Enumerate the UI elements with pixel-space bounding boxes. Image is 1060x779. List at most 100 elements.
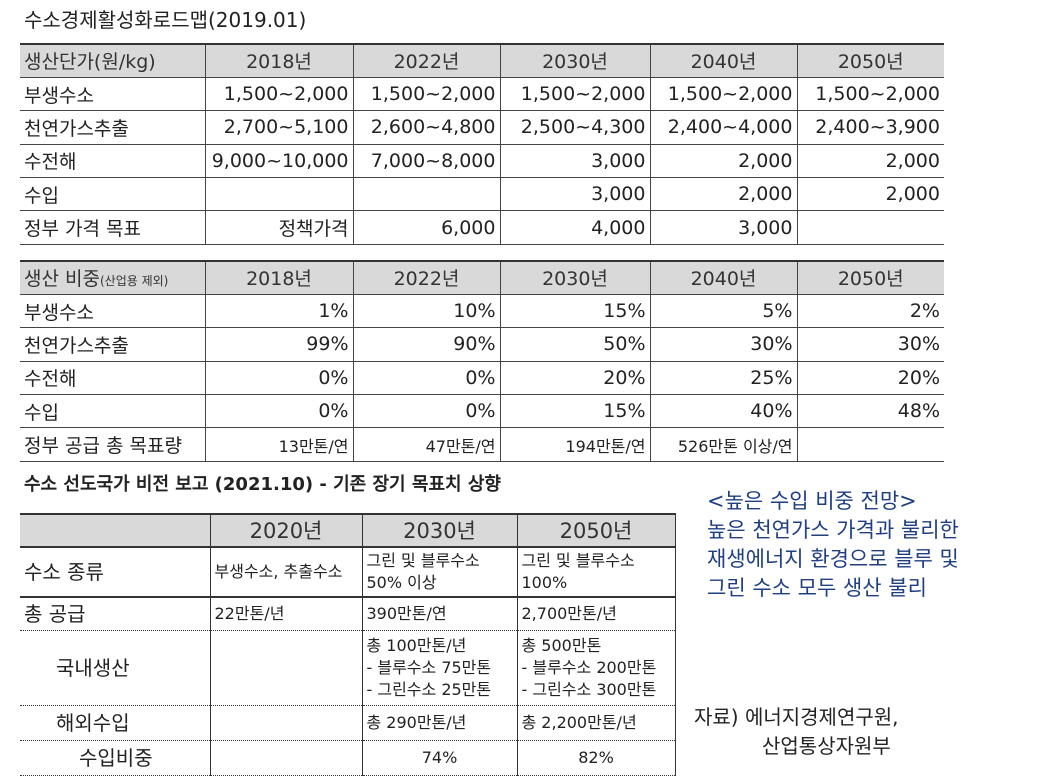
value-cell: 3,000 [500, 177, 651, 212]
header-cell: 2022년 [353, 44, 501, 78]
value-cell: 1% [205, 294, 354, 329]
value-cell: 그린 및 블루수소 100% [517, 547, 676, 598]
value-cell: 48% [797, 394, 944, 429]
header-cell: 2022년 [353, 261, 501, 295]
header-cell: 2018년 [205, 261, 354, 295]
table-header-row: 생산단가(원/kg) 2018년 2022년 2030년 2040년 2050년 [20, 44, 944, 78]
table-row: 국내생산 총 100만톤/년 - 블루수소 75만톤 - 그린수소 25만톤 총 5… [20, 630, 676, 706]
table-row: 수입 0% 0% 15% 40% 48% [20, 394, 944, 429]
header-cell: 2050년 [517, 514, 676, 548]
value-cell: 부생수소, 추출수소 [210, 547, 363, 598]
table-row: 수전해 9,000~10,000 7,000~8,000 3,000 2,000 2,00… [20, 144, 944, 179]
row-label: 수소 종류 [20, 547, 211, 598]
production-cost-table: 생산단가(원/kg) 2018년 2022년 2030년 2040년 2050년 부생수소 1… [20, 43, 944, 245]
header-cell: 2018년 [205, 44, 354, 78]
header-cell: 2050년 [797, 261, 944, 295]
import-outlook-note: <높은 수입 비중 전망> 높은 천연가스 가격과 불리한 재생에너지 환경으로… [707, 487, 959, 603]
vision-report-title: 수소 선도국가 비전 보고 (2021.10) - 기존 장기 목표치 상향 [24, 474, 501, 495]
value-cell: 4,000 [500, 210, 651, 245]
value-cell: 0% [353, 361, 501, 396]
row-label: 수입 [20, 394, 206, 429]
note-line: 그린 수소 모두 생산 불리 [707, 576, 927, 600]
table-row: 수전해 0% 0% 20% 25% 20% [20, 361, 944, 396]
value-cell: 2,600~4,800 [353, 110, 501, 145]
row-label: 천연가스추출 [20, 110, 206, 145]
value-cell [353, 177, 501, 212]
value-cell: 20% [500, 361, 651, 396]
row-label: 부생수소 [20, 294, 206, 329]
header-cell: 2020년 [210, 514, 363, 548]
vision-table: 2020년 2030년 2050년 수소 종류 부생수소, 추출수소 그린 및 블루수소 … [20, 513, 676, 776]
value-cell: 그린 및 블루수소 50% 이상 [362, 547, 518, 598]
value-cell: 90% [353, 327, 501, 362]
value-cell: 47만톤/연 [353, 427, 501, 462]
header-cell: 생산단가(원/kg) [20, 44, 206, 78]
roadmap-title: 수소경제활성화로드맵(2019.01) [24, 8, 307, 32]
value-cell: 정책가격 [205, 210, 354, 245]
header-cell: 2040년 [650, 44, 798, 78]
value-cell: 3,000 [650, 210, 798, 245]
note-line: 재생에너지 환경으로 블루 및 [707, 547, 959, 571]
value-cell: 총 2,200만톤/년 [517, 705, 676, 741]
header-note: (산업용 제외) [99, 274, 169, 289]
row-label: 해외수입 [20, 705, 211, 741]
header-cell: 2050년 [797, 44, 944, 78]
value-cell: 총 100만톤/년 - 블루수소 75만톤 - 그린수소 25만톤 [362, 630, 518, 706]
value-cell: 194만톤/연 [500, 427, 651, 462]
header-cell: 2030년 [500, 261, 651, 295]
value-cell: 30% [797, 327, 944, 362]
header-cell: 2030년 [500, 44, 651, 78]
table-row: 수입비중 74% 82% [20, 740, 676, 776]
value-cell: 99% [205, 327, 354, 362]
value-cell: 2,000 [797, 144, 944, 179]
value-cell: 1,500~2,000 [797, 77, 944, 112]
value-cell: 2,400~4,000 [650, 110, 798, 145]
value-cell: 0% [353, 394, 501, 429]
value-cell: 0% [205, 361, 354, 396]
table-header-row: 2020년 2030년 2050년 [20, 514, 676, 548]
header-main: 생산 비중 [24, 268, 100, 291]
table-row: 수소 종류 부생수소, 추출수소 그린 및 블루수소 50% 이상 그린 및 블루수소… [20, 547, 676, 598]
value-cell: 6,000 [353, 210, 501, 245]
value-cell [797, 210, 944, 245]
row-label: 정부 공급 총 목표량 [20, 427, 206, 462]
table-row: 천연가스추출 99% 90% 50% 30% 30% [20, 327, 944, 362]
value-cell: 40% [650, 394, 798, 429]
value-cell: 526만톤 이상/연 [650, 427, 798, 462]
table-row: 부생수소 1,500~2,000 1,500~2,000 1,500~2,000 1,5… [20, 77, 944, 112]
value-cell: 15% [500, 294, 651, 329]
value-cell: 0% [205, 394, 354, 429]
value-cell: 390만톤/연 [362, 597, 518, 631]
row-label: 천연가스추출 [20, 327, 206, 362]
value-cell: 2,000 [650, 144, 798, 179]
value-cell: 2,000 [650, 177, 798, 212]
table-row: 정부 공급 총 목표량 13만톤/연 47만톤/연 194만톤/연 526만톤 이상/연 [20, 427, 944, 462]
value-cell: 1,500~2,000 [500, 77, 651, 112]
source-line: 산업통상자원부 [762, 734, 891, 758]
value-cell: 1,500~2,000 [205, 77, 354, 112]
note-line: 높은 천연가스 가격과 불리한 [707, 518, 959, 542]
table-row: 부생수소 1% 10% 15% 5% 2% [20, 294, 944, 329]
source-line: 자료) 에너지경제연구원, [694, 705, 899, 729]
value-cell: 2,500~4,300 [500, 110, 651, 145]
value-cell: 총 290만톤/년 [362, 705, 518, 741]
table-row: 수입 3,000 2,000 2,000 [20, 177, 944, 212]
table-row: 총 공급 22만톤/년 390만톤/연 2,700만톤/년 [20, 597, 676, 631]
value-cell: 2,000 [797, 177, 944, 212]
value-cell: 20% [797, 361, 944, 396]
production-share-table: 생산 비중(산업용 제외) 2018년 2022년 2030년 2040년 2050년 부생… [20, 260, 944, 462]
value-cell: 2,700만톤/년 [517, 597, 676, 631]
value-cell: 2,700~5,100 [205, 110, 354, 145]
value-cell: 5% [650, 294, 798, 329]
row-label: 부생수소 [20, 77, 206, 112]
value-cell: 총 500만톤 - 블루수소 200만톤 - 그린수소 300만톤 [517, 630, 676, 706]
value-cell: 1,500~2,000 [353, 77, 501, 112]
header-cell: 생산 비중(산업용 제외) [20, 261, 206, 295]
value-cell: 22만톤/년 [210, 597, 363, 631]
value-cell: 10% [353, 294, 501, 329]
value-cell: 1,500~2,000 [650, 77, 798, 112]
table-header-row: 생산 비중(산업용 제외) 2018년 2022년 2030년 2040년 2050년 [20, 261, 944, 295]
row-label: 수전해 [20, 361, 206, 396]
value-cell: 13만톤/연 [205, 427, 354, 462]
value-cell: 74% [362, 740, 518, 776]
